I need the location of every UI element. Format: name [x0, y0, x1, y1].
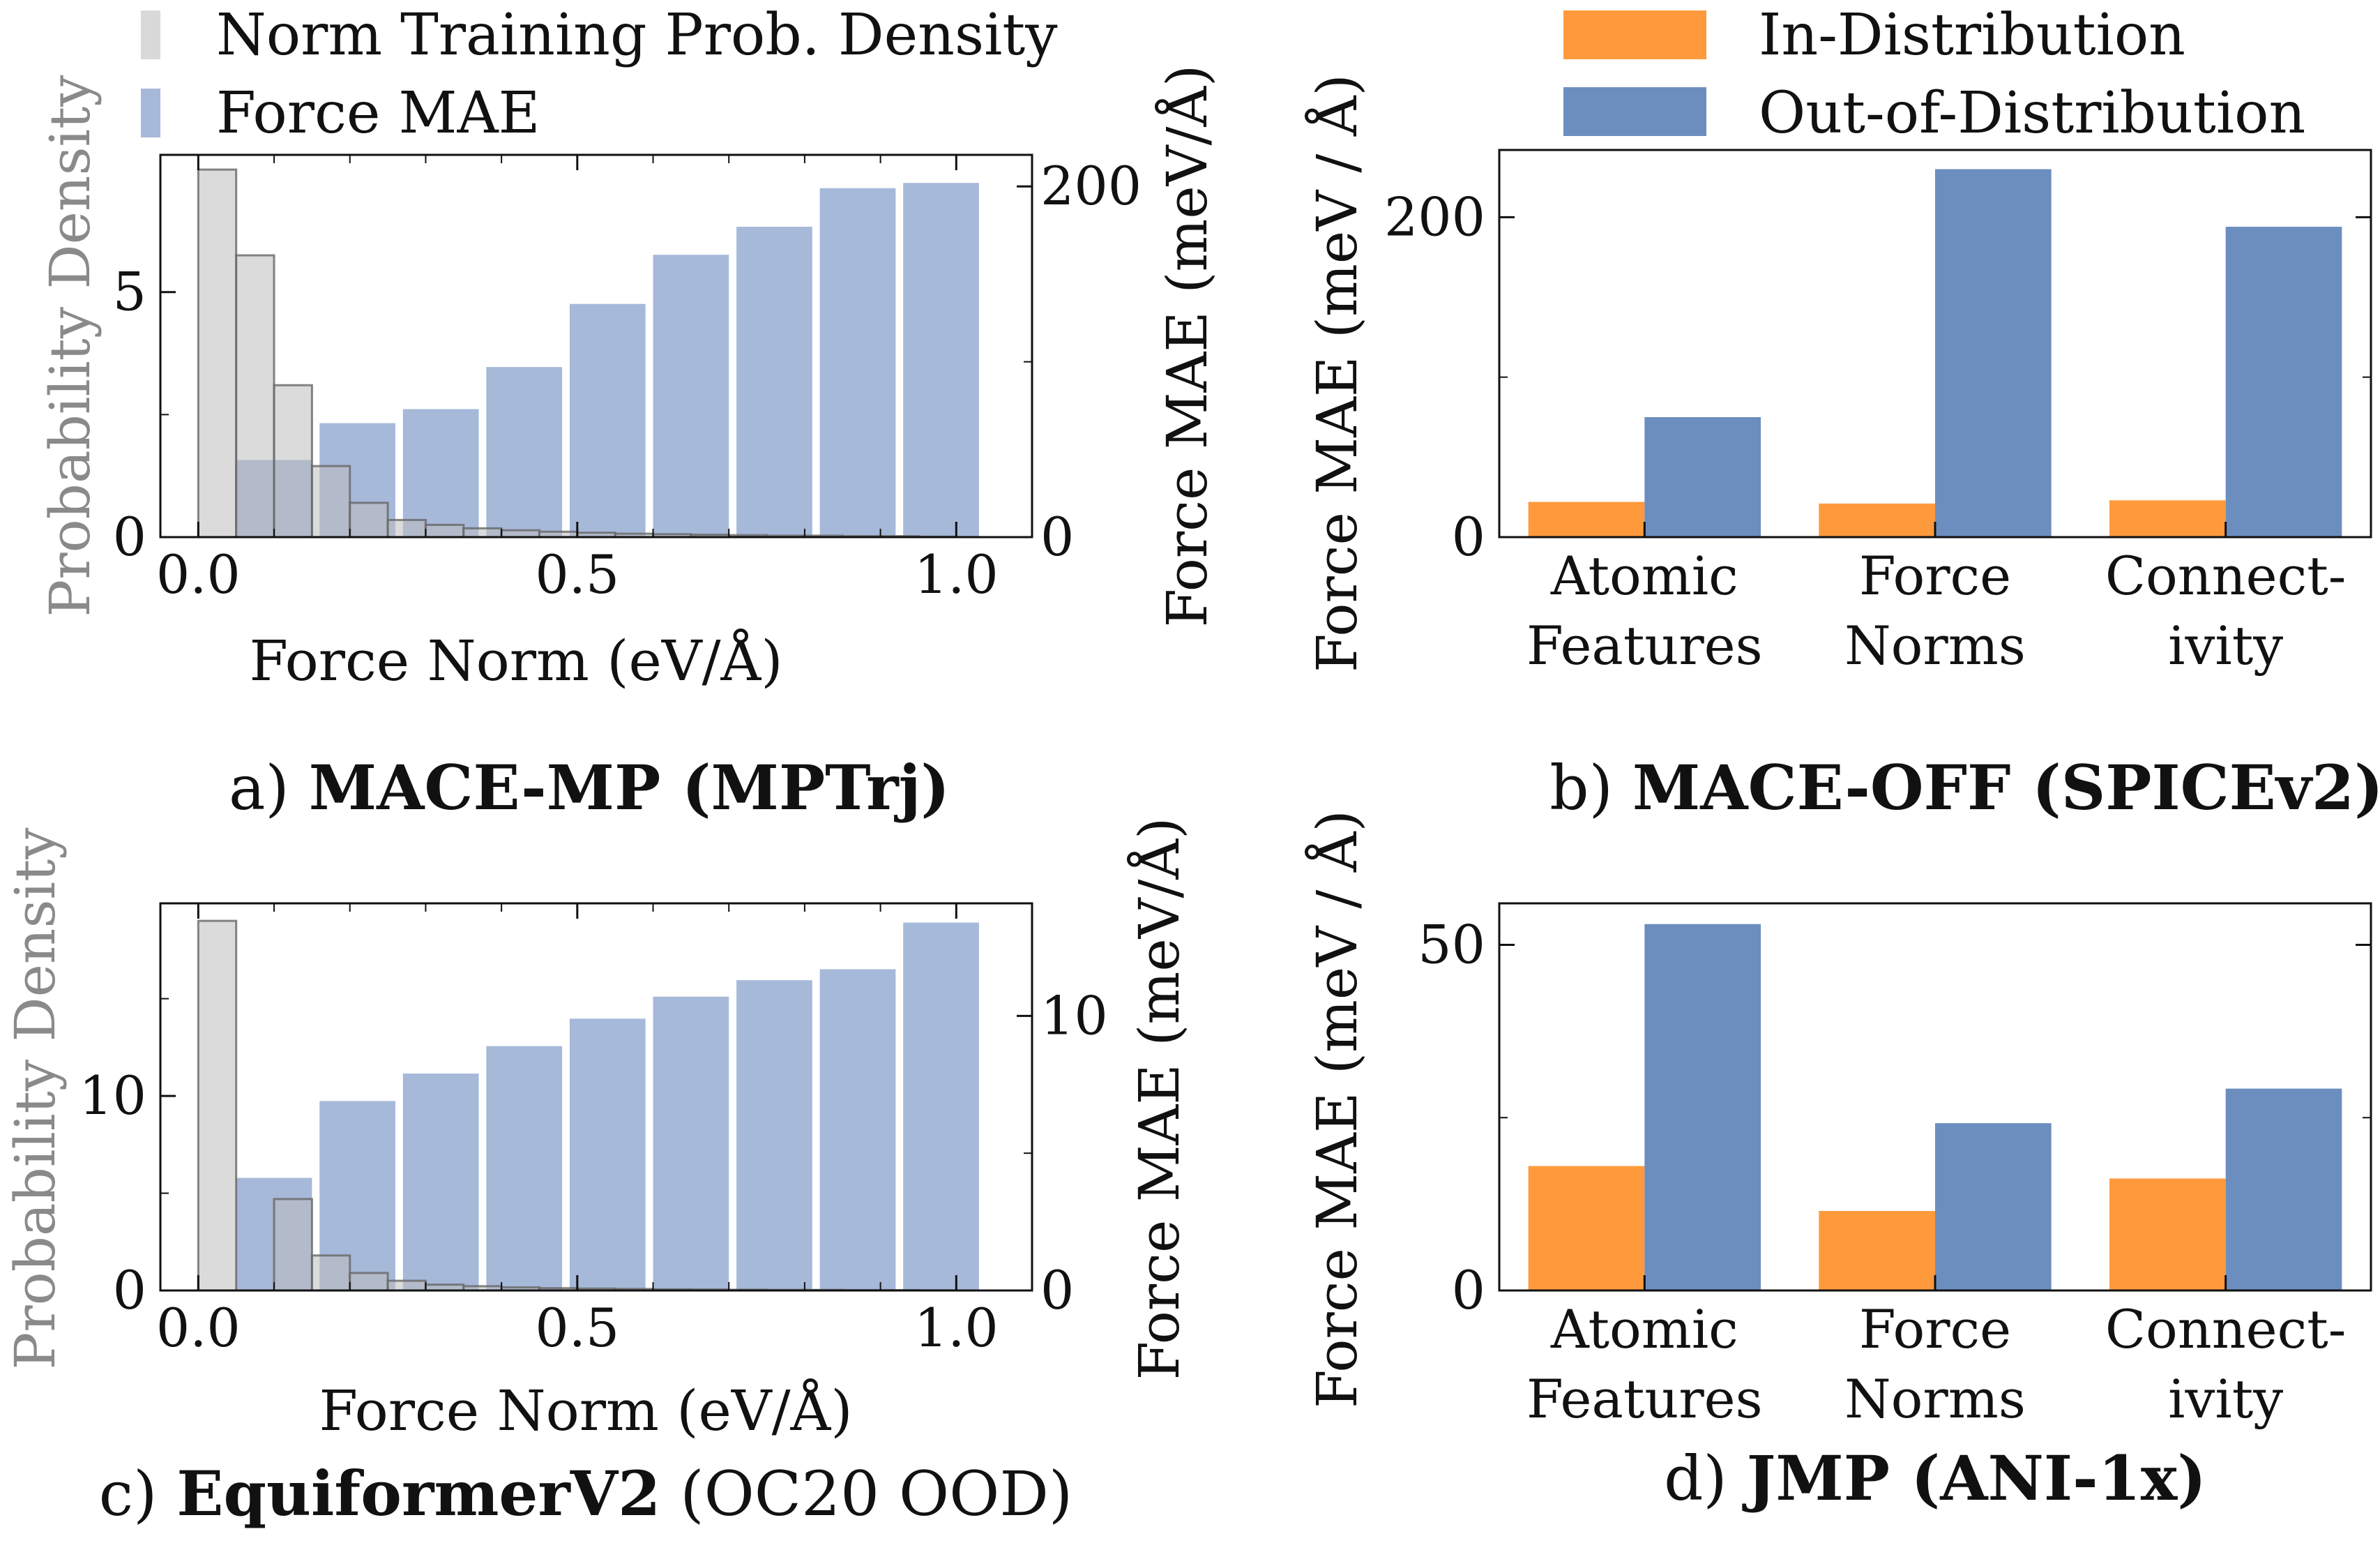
legend-swatch-force-mae [141, 89, 160, 137]
category-label: Atomic [1550, 545, 1738, 607]
density-bar [197, 168, 238, 539]
legend-swatch-in-distribution [1563, 10, 1706, 59]
legend-swatch-norm-density [141, 10, 160, 59]
force-mae-bar [903, 922, 979, 1290]
out-of-distribution-bar [1644, 416, 1761, 537]
y-axis-label: Force MAE (meV / Å) [1304, 74, 1370, 672]
y-tick-label: 200 [1384, 186, 1485, 248]
y2-tick-label: 0 [1040, 506, 1074, 568]
force-mae-bar [402, 1074, 479, 1290]
x-tick-label: 0.5 [535, 543, 619, 605]
density-bar [197, 919, 238, 1292]
panel-b-bars: Atomic Features Force Norms Connect-ivity 0 20… [1304, 74, 2380, 824]
force-mae-bar [736, 227, 812, 537]
density-bar [273, 384, 313, 539]
category-label: Features [1526, 1368, 1763, 1430]
panel-c-hist: 0.0 0.5 1.0 0 10 0 10 Probability Density Forc… [3, 818, 1192, 1530]
category-label: Norms [1844, 1368, 2026, 1430]
caption-a: a) MACE-MP (MPTrj) [229, 751, 950, 824]
density-bar [424, 523, 465, 539]
in-distribution-bar [1819, 1211, 1935, 1290]
out-of-distribution-bar [1935, 1123, 2052, 1290]
category-label: ivity [2168, 615, 2283, 677]
force-mae-bar [653, 255, 729, 537]
in-distribution-bar [1528, 1166, 1645, 1290]
in-distribution-bar [2109, 1178, 2226, 1290]
out-of-distribution-bar [1644, 924, 1761, 1290]
density-bar [349, 1272, 389, 1292]
x-tick-label: 0.5 [535, 1297, 619, 1359]
y2-tick-label: 10 [1040, 984, 1108, 1046]
out-of-distribution-bar [2225, 227, 2342, 537]
category-label: Norms [1844, 615, 2026, 677]
legend-label-out-of-distribution: Out-of-Distribution [1759, 80, 2305, 146]
force-mae-bar [569, 1018, 646, 1290]
in-distribution-bar [2109, 500, 2226, 537]
panel-a-hist: 0.0 0.5 1.0 0 5 0 200 Probability Density Forc… [38, 65, 1220, 824]
y-axis-label: Probability Density [3, 828, 68, 1370]
y-tick-label: 10 [79, 1064, 146, 1127]
caption-c: c) EquiformerV2 (OC20 OOD) [99, 1457, 1072, 1530]
force-mae-bar [486, 1046, 563, 1290]
caption-b: b) MACE-OFF (SPICEv2) [1549, 751, 2380, 824]
legend-swatch-out-of-distribution [1563, 87, 1706, 136]
category-label: Force [1859, 545, 2011, 607]
plot-frame [159, 153, 1033, 539]
x-axis-label: Force Norm (eV/Å) [249, 628, 782, 693]
density-bar [235, 254, 275, 539]
category-label: Atomic [1550, 1298, 1738, 1360]
force-mae-bar [653, 996, 729, 1290]
x-tick-label: 1.0 [914, 543, 999, 605]
force-mae-bar [486, 367, 563, 537]
y-axis-label: Force MAE (meV / Å) [1304, 810, 1370, 1408]
density-bar [386, 518, 427, 539]
y-tick-label: 50 [1418, 913, 1485, 975]
density-bar [462, 527, 503, 539]
category-label: Connect- [2105, 1298, 2347, 1360]
y-tick-label: 0 [113, 1259, 146, 1321]
legend-label-in-distribution: In-Distribution [1759, 2, 2185, 68]
force-mae-bar [736, 980, 812, 1290]
out-of-distribution-bar [1935, 169, 2052, 538]
x-tick-label: 0.0 [156, 1297, 241, 1359]
x-tick-label: 0.0 [156, 543, 241, 605]
density-bar [310, 1254, 351, 1292]
x-tick-label: 1.0 [914, 1297, 999, 1359]
y-axis-label: Probability Density [38, 75, 103, 617]
density-bar [386, 1279, 427, 1292]
panel-d-bars: Atomic Features Force Norms Connect-ivity 0 50… [1304, 810, 2372, 1514]
y-tick-label: 0 [1452, 1259, 1485, 1321]
legend-label-norm-density: Norm Training Prob. Density [216, 2, 1058, 68]
force-mae-bar [402, 409, 479, 537]
y-tick-label: 0 [1452, 506, 1485, 568]
force-mae-bar [903, 183, 979, 537]
category-label: Features [1526, 615, 1763, 677]
force-mae-bar [569, 303, 646, 537]
hist-legend: Norm Training Prob. Density Force MAE [141, 2, 1058, 146]
y2-axis-label: Force MAE (meV/Å) [1154, 65, 1220, 628]
category-label: ivity [2168, 1368, 2283, 1430]
y2-axis-label: Force MAE (meV/Å) [1126, 818, 1192, 1380]
force-mae-bar [819, 969, 896, 1290]
density-bar [310, 465, 351, 539]
legend-label-force-mae: Force MAE [216, 80, 540, 146]
y2-tick-label: 200 [1040, 155, 1142, 217]
in-distribution-bar [1819, 503, 1935, 537]
force-mae-bar [819, 188, 896, 537]
y-tick-label: 0 [113, 506, 146, 568]
bar-legend: In-Distribution Out-of-Distribution [1563, 2, 2305, 146]
density-bar [349, 502, 389, 539]
in-distribution-bar [1528, 502, 1645, 537]
y-tick-label: 5 [113, 261, 146, 323]
x-axis-label: Force Norm (eV/Å) [319, 1378, 852, 1443]
out-of-distribution-bar [2225, 1088, 2342, 1290]
density-bar [273, 1198, 313, 1292]
y2-tick-label: 0 [1040, 1259, 1074, 1321]
caption-d: d) JMP (ANI-1x) [1664, 1442, 2206, 1514]
category-label: Force [1859, 1298, 2011, 1360]
category-label: Connect- [2105, 545, 2347, 607]
